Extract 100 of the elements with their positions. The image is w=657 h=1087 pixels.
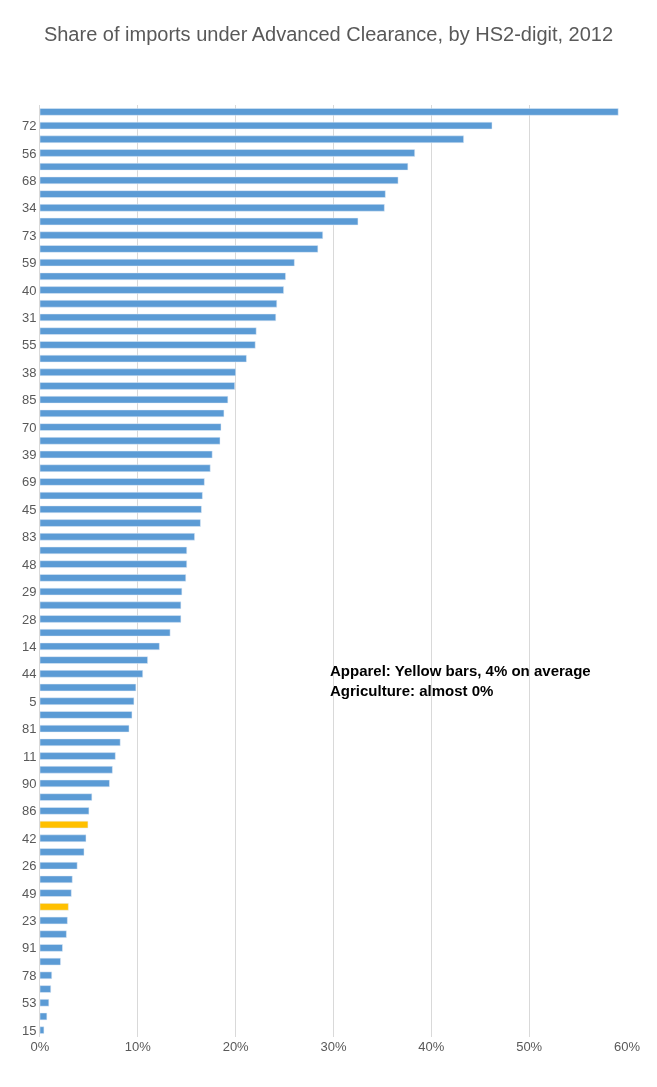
bar	[40, 560, 187, 568]
bar	[40, 519, 201, 527]
bar	[40, 766, 113, 774]
bar	[40, 985, 52, 993]
bar	[40, 368, 236, 376]
y-tick-label: 23	[21, 913, 37, 929]
x-tick-label: 20%	[222, 1039, 250, 1054]
y-tick-label: 49	[21, 885, 37, 901]
bar	[40, 491, 203, 500]
bar	[40, 286, 284, 294]
bar	[40, 916, 68, 925]
y-tick-label: 5	[29, 693, 37, 709]
y-tick-label: 56	[21, 145, 37, 161]
y-tick-label: 14	[21, 638, 37, 654]
y-tick-label: 45	[21, 501, 37, 517]
bar	[40, 697, 135, 705]
bar	[40, 108, 619, 116]
bar	[40, 354, 247, 363]
bar	[40, 629, 171, 637]
y-tick-label: 86	[21, 803, 37, 819]
bar	[40, 642, 160, 651]
bar	[40, 930, 67, 938]
bar	[40, 546, 187, 555]
annotation: Agriculture: almost 0%	[330, 681, 494, 699]
bar	[40, 848, 85, 856]
bar	[40, 711, 133, 719]
bar	[40, 834, 87, 842]
y-tick-label: 34	[21, 200, 37, 216]
x-tick-label: 10%	[124, 1039, 152, 1054]
bar	[40, 738, 121, 746]
bar	[40, 163, 409, 171]
y-tick-label: 39	[21, 447, 37, 463]
bar	[40, 423, 222, 431]
annotation: Apparel: Yellow bars, 4% on average	[330, 662, 591, 679]
bar	[40, 862, 78, 870]
bar	[40, 505, 202, 513]
bar	[40, 409, 225, 418]
bar	[40, 121, 493, 130]
y-tick-label: 83	[21, 529, 37, 545]
bar	[40, 724, 130, 733]
bar	[40, 396, 229, 404]
bar	[40, 574, 187, 582]
bar	[40, 656, 148, 664]
y-tick-label: 38	[21, 364, 37, 380]
bar	[40, 889, 72, 897]
bar	[40, 944, 63, 952]
chart-title: Share of imports under Advanced Clearance, by HS2-digit, 2012	[43, 23, 614, 46]
bar	[40, 752, 116, 760]
x-tick-label: 30%	[320, 1039, 347, 1054]
y-tick-label: 55	[21, 337, 37, 353]
bar	[40, 341, 256, 349]
bar	[40, 670, 143, 678]
y-tick-label: 48	[21, 556, 37, 572]
y-tick-label: 11	[22, 748, 37, 764]
bar	[40, 313, 277, 322]
y-tick-label: 26	[21, 858, 37, 874]
y-tick-label: 59	[21, 255, 37, 271]
bar	[40, 135, 464, 143]
y-tick-label: 85	[21, 392, 37, 408]
y-tick-label: 91	[21, 940, 37, 956]
y-tick-label: 44	[21, 666, 37, 682]
y-tick-label: 81	[21, 721, 37, 737]
x-tick-label: 0%	[30, 1039, 50, 1054]
x-tick-label: 50%	[516, 1039, 543, 1054]
bar	[40, 300, 278, 308]
y-tick-label: 90	[21, 775, 37, 791]
bar	[40, 149, 415, 157]
bar	[40, 903, 69, 911]
bar	[40, 231, 323, 239]
bar	[40, 176, 399, 185]
bar	[40, 464, 211, 472]
x-tick-label: 60%	[613, 1039, 641, 1054]
x-tick-label: 40%	[418, 1039, 445, 1054]
bar	[40, 478, 205, 486]
bar	[40, 327, 257, 335]
bar	[40, 683, 137, 692]
y-tick-label: 31	[21, 309, 37, 325]
bar	[40, 999, 50, 1007]
y-tick-label: 29	[21, 584, 37, 600]
bar	[40, 450, 213, 459]
bar	[40, 204, 385, 212]
bar	[40, 272, 286, 280]
bar	[40, 820, 89, 829]
bar	[40, 1026, 45, 1034]
y-tick-label: 28	[21, 611, 37, 627]
bar	[40, 779, 110, 788]
bar	[40, 217, 359, 226]
y-tick-label: 53	[21, 995, 37, 1011]
bar	[40, 587, 183, 596]
y-tick-label: 40	[21, 282, 37, 298]
bar	[40, 615, 182, 623]
bar	[40, 533, 195, 541]
bar	[40, 807, 90, 815]
bar	[40, 382, 235, 390]
bar	[40, 875, 73, 884]
y-tick-label: 73	[21, 227, 37, 243]
y-tick-label: 78	[21, 967, 37, 983]
y-tick-label: 15	[21, 1022, 37, 1038]
bar	[40, 957, 61, 966]
bar	[40, 793, 93, 801]
